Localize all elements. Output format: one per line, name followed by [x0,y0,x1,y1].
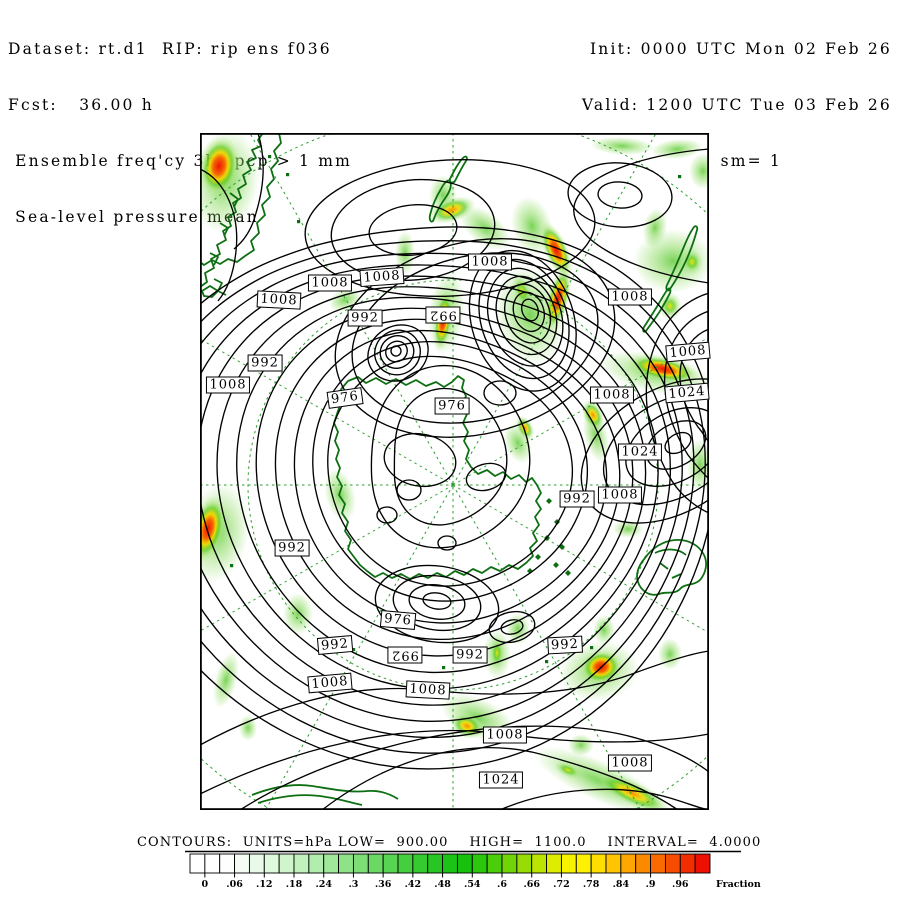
pressure-precip-map [200,133,709,810]
colorbar-tick-label: .36 [375,879,392,890]
header-field2-line: Sea-level pressure mean [8,207,259,226]
colorbar-tick-label: .06 [226,879,243,890]
header-sm-line: sm= 1 [720,151,782,170]
colorbar-tick-label: 0 [202,879,209,890]
colorbar-tick-label: .3 [348,879,358,890]
precip-fraction-colorbar: 0 .06 .12 .18 .24 .3 .36 .42 .48 .54 .6 .66 .72 .78 .8… [185,850,761,890]
header-valid-line: Valid: 1200 UTC Tue 03 Feb 26 [581,95,892,114]
header-right-block: Init: 0000 UTC Mon 02 Feb 26 Valid: 1200… [582,3,892,208]
colorbar-tick-label: .9 [646,879,656,890]
header-fcst-line: Fcst: 36.00 h [8,95,154,114]
colorbar-tick-label: .18 [286,879,303,890]
colorbar-tick-label: .24 [315,879,332,890]
colorbar-tick-label: .72 [553,879,570,890]
colorbar-tick-label: .84 [613,879,630,890]
colorbar-tick-label: .54 [464,879,481,890]
colorbar-tick-label: .78 [583,879,600,890]
colorbar-tick-label: .48 [434,879,451,890]
colorbar-tick-label: .6 [497,879,507,890]
colorbar-tick-label: .42 [405,879,422,890]
header-left-block: Dataset: rt.d1 RIP: rip ens f036 Fcst: 3… [8,3,352,263]
colorbar-cells [189,853,711,874]
header-init-line: Init: 0000 UTC Mon 02 Feb 26 [589,40,892,59]
colorbar-ticks: 0 .06 .12 .18 .24 .3 .36 .42 .48 .54 .6 .66 .72 .78 .8… [202,873,689,890]
map-plot-area: 1008 1008 1008 1008 992 992 1008 1008 992 1008 976… [200,133,711,810]
contours-info-line: CONTOURS: UNITS=hPa LOW= 900.00 HIGH= 11… [137,835,762,850]
header-dataset-line: Dataset: rt.d1 RIP: rip ens f036 [8,40,332,59]
colorbar-tick-label: .96 [672,879,689,890]
colorbar-tick-label: .66 [523,879,540,890]
colorbar-unit-label: Fraction [716,879,761,890]
colorbar-tick-label: .12 [256,879,273,890]
